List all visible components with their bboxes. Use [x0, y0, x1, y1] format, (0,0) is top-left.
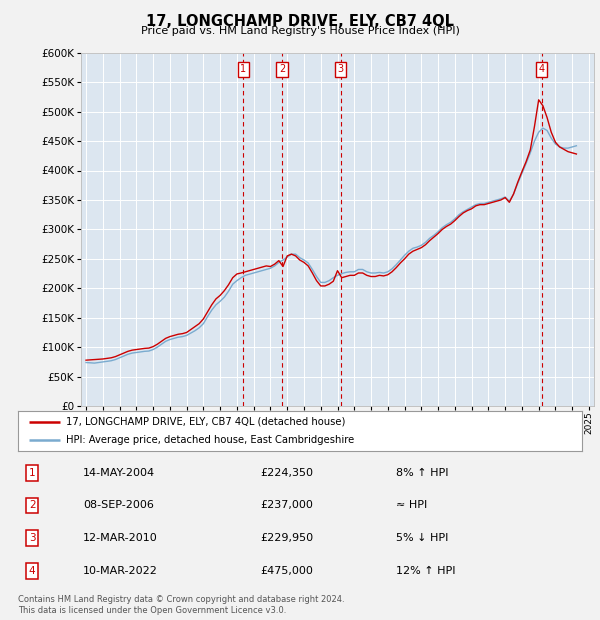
Text: 1: 1	[240, 64, 246, 74]
Text: 12-MAR-2010: 12-MAR-2010	[83, 533, 158, 543]
Text: 10-MAR-2022: 10-MAR-2022	[83, 566, 158, 576]
Text: 17, LONGCHAMP DRIVE, ELY, CB7 4QL (detached house): 17, LONGCHAMP DRIVE, ELY, CB7 4QL (detac…	[66, 417, 346, 427]
Text: 2: 2	[29, 500, 35, 510]
Text: 8% ↑ HPI: 8% ↑ HPI	[396, 467, 448, 478]
Text: 3: 3	[29, 533, 35, 543]
Text: 12% ↑ HPI: 12% ↑ HPI	[396, 566, 455, 576]
Text: 08-SEP-2006: 08-SEP-2006	[83, 500, 154, 510]
Text: 4: 4	[29, 566, 35, 576]
Text: 2: 2	[279, 64, 285, 74]
Text: 5% ↓ HPI: 5% ↓ HPI	[396, 533, 448, 543]
Text: £224,350: £224,350	[260, 467, 314, 478]
Text: £475,000: £475,000	[260, 566, 313, 576]
Text: £229,950: £229,950	[260, 533, 314, 543]
Text: 4: 4	[539, 64, 545, 74]
Text: HPI: Average price, detached house, East Cambridgeshire: HPI: Average price, detached house, East…	[66, 435, 354, 446]
Text: £237,000: £237,000	[260, 500, 313, 510]
Text: 3: 3	[338, 64, 344, 74]
Text: 1: 1	[29, 467, 35, 478]
Text: 17, LONGCHAMP DRIVE, ELY, CB7 4QL: 17, LONGCHAMP DRIVE, ELY, CB7 4QL	[146, 14, 454, 29]
Text: This data is licensed under the Open Government Licence v3.0.: This data is licensed under the Open Gov…	[18, 606, 286, 616]
Text: Contains HM Land Registry data © Crown copyright and database right 2024.: Contains HM Land Registry data © Crown c…	[18, 595, 344, 604]
Text: Price paid vs. HM Land Registry's House Price Index (HPI): Price paid vs. HM Land Registry's House …	[140, 26, 460, 36]
Text: ≈ HPI: ≈ HPI	[396, 500, 427, 510]
Text: 14-MAY-2004: 14-MAY-2004	[83, 467, 155, 478]
